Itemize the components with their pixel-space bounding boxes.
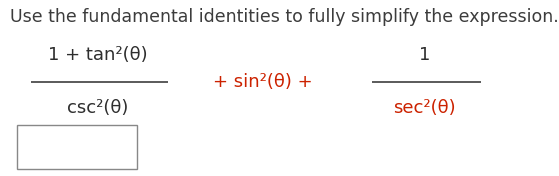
Text: + sin²(θ) +: + sin²(θ) + xyxy=(213,73,312,91)
Text: 1 + tan²(θ): 1 + tan²(θ) xyxy=(48,46,148,64)
FancyBboxPatch shape xyxy=(17,125,137,169)
Text: sec²(θ): sec²(θ) xyxy=(394,99,456,117)
Text: 1: 1 xyxy=(419,46,430,64)
Text: csc²(θ): csc²(θ) xyxy=(67,99,129,117)
Text: Use the fundamental identities to fully simplify the expression.: Use the fundamental identities to fully … xyxy=(10,8,559,26)
